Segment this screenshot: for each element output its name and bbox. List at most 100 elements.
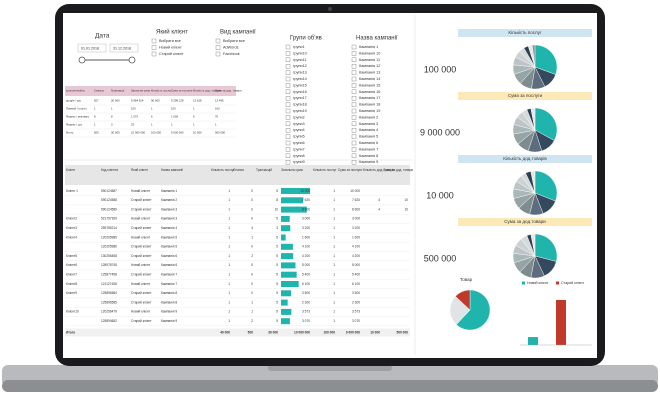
total-cell: 500 (248, 330, 254, 334)
checkbox[interactable] (351, 121, 357, 127)
table-cell: 1 (333, 245, 335, 249)
checkbox[interactable] (215, 51, 221, 57)
table-cell: 5 (276, 245, 278, 249)
checkbox[interactable] (285, 153, 291, 159)
checkbox[interactable] (285, 63, 291, 69)
checkbox[interactable] (151, 45, 157, 50)
sum-bar (281, 262, 296, 269)
checkbox[interactable] (351, 147, 357, 152)
table-cell: Новий клієнт (131, 235, 151, 239)
table-cell: Старий клієнт (131, 319, 152, 323)
checkbox[interactable] (285, 95, 291, 101)
table-cell: Кампанія 5 (161, 245, 177, 249)
checkbox[interactable] (285, 89, 291, 95)
table-cell: 5 (276, 300, 278, 304)
summary-cell: 26 000 (111, 99, 120, 103)
checkbox[interactable] (285, 44, 291, 50)
summary-header: Транзакції (111, 89, 124, 93)
checkbox[interactable] (285, 115, 291, 120)
checkbox[interactable] (351, 95, 357, 101)
table-cell: Старий клієнт (131, 226, 152, 230)
screen (63, 13, 597, 358)
summary-header: Сума за дод. товари (215, 89, 242, 93)
checkbox[interactable] (285, 140, 291, 146)
kpi-value: 9 000 000 (420, 127, 460, 137)
table-cell: Кампанія 7 (161, 282, 177, 286)
summary-cell: 3 (111, 123, 113, 127)
summary-cell: 96 000 (151, 99, 160, 103)
checkbox-label: групи15 (293, 83, 307, 87)
checkbox[interactable] (351, 44, 357, 50)
table-cell: 125896584 (101, 291, 117, 295)
checkbox[interactable] (285, 108, 291, 114)
checkbox[interactable] (351, 83, 357, 88)
checkbox-label: AdWords (223, 46, 239, 50)
pie-slice (456, 289, 491, 331)
checkbox[interactable] (285, 127, 291, 133)
summary-cell: 100 (215, 107, 220, 111)
table-cell: 3 500 (302, 291, 310, 295)
date-input[interactable] (77, 43, 107, 53)
checkbox[interactable] (285, 76, 291, 82)
slider-handle[interactable] (128, 56, 136, 64)
date-input[interactable] (109, 43, 139, 53)
checkbox[interactable] (285, 121, 291, 127)
checkbox-label: Кампанія 17 (359, 96, 380, 100)
checkbox[interactable] (351, 153, 357, 159)
table-cell: Кампанія 8 (161, 300, 177, 304)
summary-cell: 100 000 (151, 131, 162, 135)
checkbox[interactable] (351, 70, 357, 75)
table-cell: 1 (333, 217, 335, 221)
table-cell: 3 070 (352, 319, 360, 323)
checkbox[interactable] (351, 159, 357, 165)
checkbox[interactable] (215, 45, 221, 50)
total-cell: 40 000 (220, 330, 230, 334)
checkbox[interactable] (151, 51, 157, 57)
checkbox[interactable] (351, 127, 357, 133)
checkbox[interactable] (351, 134, 357, 139)
checkbox[interactable] (351, 63, 357, 69)
total-cell: 10 000 000 (294, 330, 310, 334)
checkbox[interactable] (351, 115, 357, 120)
table-cell: 3 000 (352, 217, 360, 221)
checkbox[interactable] (285, 51, 291, 56)
table-cell: 1 (228, 319, 230, 323)
total-cell: 30 000 (268, 330, 278, 334)
checkbox[interactable] (351, 57, 357, 62)
checkbox[interactable] (351, 102, 357, 107)
table-cell: 120205985 (101, 235, 117, 239)
checkbox[interactable] (285, 134, 291, 139)
sum-bar (281, 243, 293, 250)
checkbox[interactable] (151, 38, 157, 44)
summary-cell: 1 (193, 123, 195, 127)
table-cell: Кампанія 3 (161, 217, 177, 221)
slider-handle[interactable] (78, 56, 86, 64)
summary-cell: 70 (215, 115, 219, 119)
table-header: Сума за дод. товари (383, 168, 413, 172)
table-cell: 120256479 (101, 310, 117, 314)
checkbox[interactable] (285, 83, 291, 88)
checkbox[interactable] (351, 108, 357, 114)
kpi-banner (458, 155, 592, 163)
filter-title: Вид кампанії (220, 30, 256, 36)
checkbox[interactable] (285, 70, 291, 75)
table-cell: Новий клієнт (131, 217, 151, 221)
table-cell: 0 (251, 217, 253, 221)
checkbox[interactable] (351, 51, 357, 56)
checkbox-label: Кампанія 13 (359, 71, 380, 75)
checkbox[interactable] (351, 140, 357, 146)
table-header: Назва кампанії (161, 168, 183, 172)
table-cell: 7 620 (302, 198, 310, 202)
checkbox[interactable] (285, 147, 291, 152)
sum-bar (281, 253, 294, 260)
table-header: Кількість дод. товарів (363, 168, 395, 172)
pie-slice (530, 170, 536, 194)
checkbox[interactable] (285, 159, 291, 165)
table-cell: 5 (276, 310, 278, 314)
checkbox[interactable] (215, 38, 221, 44)
checkbox[interactable] (351, 76, 357, 82)
checkbox[interactable] (285, 102, 291, 107)
kpi-value: 500 000 (424, 253, 457, 263)
checkbox[interactable] (285, 57, 291, 62)
checkbox[interactable] (351, 89, 357, 95)
